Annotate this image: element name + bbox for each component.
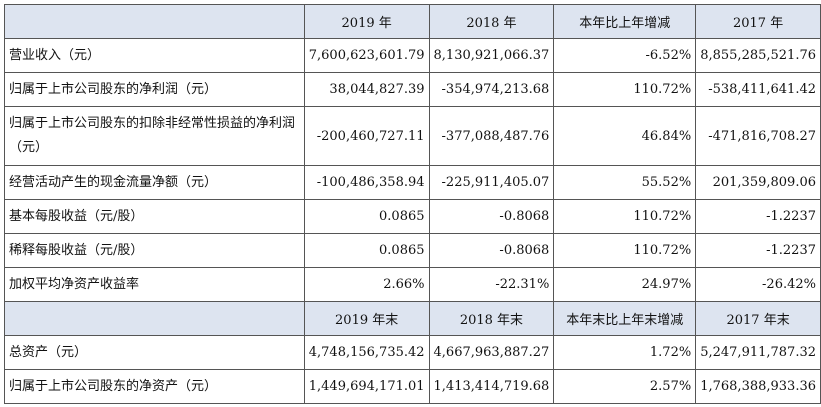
cell-2017: 1,768,388,933.36: [695, 369, 821, 404]
cell-change: 1.72%: [553, 335, 697, 370]
header-cell-change-end: 本年末比上年末增减: [553, 301, 697, 336]
row-label: 稀释每股收益（元/股）: [4, 233, 305, 268]
header-cell-2017: 2017 年: [695, 4, 821, 39]
row-label: 归属于上市公司股东的扣除非经常性损益的净利润（元）: [4, 106, 305, 166]
header-cell-2018-end: 2018 年末: [428, 301, 555, 336]
cell-2017: -26.42%: [695, 267, 821, 302]
table-row-operating-cash-flow: 经营活动产生的现金流量净额（元） -100,486,358.94 -225,91…: [4, 165, 821, 200]
cell-change: 110.72%: [553, 233, 697, 268]
cell-2019: 4,748,156,735.42: [303, 335, 430, 370]
row-label: 总资产（元）: [4, 335, 305, 370]
cell-2017: -471,816,708.27: [695, 106, 821, 166]
financial-summary-table: 2019 年 2018 年 本年比上年增减 2017 年 营业收入（元） 7,6…: [4, 4, 821, 404]
cell-2019: -100,486,358.94: [303, 165, 430, 200]
row-label: 基本每股收益（元/股）: [4, 199, 305, 234]
table-row-total-assets: 总资产（元） 4,748,156,735.42 4,667,963,887.27…: [4, 335, 821, 370]
table-row-diluted-eps: 稀释每股收益（元/股） 0.0865 -0.8068 110.72% -1.22…: [4, 233, 821, 268]
table-row-basic-eps: 基本每股收益（元/股） 0.0865 -0.8068 110.72% -1.22…: [4, 199, 821, 234]
header-cell-2018: 2018 年: [428, 4, 555, 39]
header-cell-empty: [4, 4, 305, 39]
row-label: 归属于上市公司股东的净资产（元）: [4, 369, 305, 404]
cell-change: 46.84%: [553, 106, 697, 166]
cell-2018: -22.31%: [428, 267, 555, 302]
cell-2018: -0.8068: [428, 233, 555, 268]
cell-change: 55.52%: [553, 165, 697, 200]
header-cell-2017-end: 2017 年末: [695, 301, 821, 336]
header-cell-2019: 2019 年: [303, 4, 430, 39]
table-row-net-assets: 归属于上市公司股东的净资产（元） 1,449,694,171.01 1,413,…: [4, 369, 821, 404]
cell-2019: -200,460,727.11: [303, 106, 430, 166]
header-cell-empty: [4, 301, 305, 336]
row-label: 加权平均净资产收益率: [4, 267, 305, 302]
cell-2018: -225,911,405.07: [428, 165, 555, 200]
cell-change: 110.72%: [553, 199, 697, 234]
cell-2019: 7,600,623,601.79: [303, 38, 430, 73]
cell-2018: 4,667,963,887.27: [428, 335, 555, 370]
cell-2019: 38,044,827.39: [303, 72, 430, 107]
cell-change: -6.52%: [553, 38, 697, 73]
cell-2019: 0.0865: [303, 233, 430, 268]
cell-2018: -377,088,487.76: [428, 106, 555, 166]
header-cell-2019-end: 2019 年末: [303, 301, 430, 336]
cell-2019: 1,449,694,171.01: [303, 369, 430, 404]
cell-2018: -354,974,213.68: [428, 72, 555, 107]
cell-change: 24.97%: [553, 267, 697, 302]
header-row-year-end: 2019 年末 2018 年末 本年末比上年末增减 2017 年末: [4, 301, 821, 336]
cell-2019: 2.66%: [303, 267, 430, 302]
cell-2017: -1.2237: [695, 233, 821, 268]
cell-2018: 8,130,921,066.37: [428, 38, 555, 73]
row-label: 经营活动产生的现金流量净额（元）: [4, 165, 305, 200]
header-cell-change: 本年比上年增减: [553, 4, 697, 39]
cell-2018: 1,413,414,719.68: [428, 369, 555, 404]
header-row-years: 2019 年 2018 年 本年比上年增减 2017 年: [4, 4, 821, 39]
table-row-roe: 加权平均净资产收益率 2.66% -22.31% 24.97% -26.42%: [4, 267, 821, 302]
cell-2017: 5,247,911,787.32: [695, 335, 821, 370]
cell-2017: -1.2237: [695, 199, 821, 234]
table-row-revenue: 营业收入（元） 7,600,623,601.79 8,130,921,066.3…: [4, 38, 821, 73]
table-row-net-profit-deducted: 归属于上市公司股东的扣除非经常性损益的净利润（元） -200,460,727.1…: [4, 106, 821, 166]
cell-2017: -538,411,641.42: [695, 72, 821, 107]
table-row-net-profit: 归属于上市公司股东的净利润（元） 38,044,827.39 -354,974,…: [4, 72, 821, 107]
cell-change: 2.57%: [553, 369, 697, 404]
row-label: 营业收入（元）: [4, 38, 305, 73]
cell-change: 110.72%: [553, 72, 697, 107]
cell-2018: -0.8068: [428, 199, 555, 234]
cell-2017: 8,855,285,521.76: [695, 38, 821, 73]
cell-2017: 201,359,809.06: [695, 165, 821, 200]
cell-2019: 0.0865: [303, 199, 430, 234]
row-label: 归属于上市公司股东的净利润（元）: [4, 72, 305, 107]
